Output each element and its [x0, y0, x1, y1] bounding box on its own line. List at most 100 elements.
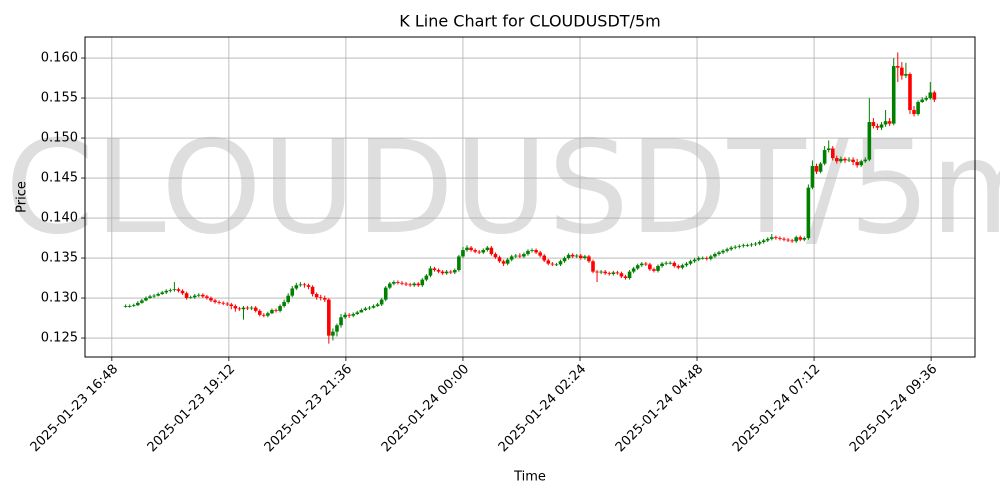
candle-body — [652, 269, 656, 271]
candle-body — [249, 307, 254, 309]
y-tick-label: 0.155 — [41, 91, 78, 106]
candle-body — [574, 255, 579, 257]
candle-body — [863, 159, 868, 162]
candle-body — [668, 262, 673, 264]
candle-body — [745, 245, 750, 247]
candle-body — [904, 74, 908, 76]
candle-body — [672, 262, 677, 267]
candle-body — [822, 150, 827, 164]
candle-body — [631, 268, 636, 272]
candle-body — [282, 302, 286, 307]
candle-body — [725, 249, 729, 251]
candle-body — [664, 262, 668, 264]
candle-body — [257, 310, 262, 315]
y-tick-label: 0.160 — [41, 51, 78, 66]
candle-body — [331, 331, 335, 336]
candle-body — [611, 272, 616, 275]
candle-body — [623, 276, 628, 279]
candle-body — [270, 310, 274, 314]
candle-body — [209, 298, 213, 301]
candle-body — [335, 325, 339, 332]
candle-body — [826, 148, 831, 151]
candle-body — [749, 244, 754, 246]
candle-body — [855, 162, 859, 166]
candle-body — [891, 66, 896, 124]
candle-body — [522, 254, 526, 257]
candle-body — [505, 259, 510, 264]
candle-body — [359, 310, 364, 313]
candle-body — [578, 255, 583, 259]
candle-body — [583, 256, 587, 259]
candle-body — [526, 250, 530, 255]
candle-body — [400, 282, 404, 284]
candle-body — [196, 294, 201, 296]
candle-body — [123, 306, 128, 307]
candle-body — [867, 122, 872, 160]
candle-body — [278, 306, 282, 311]
candle-body — [847, 159, 851, 161]
candle-body — [412, 283, 416, 286]
candle-body — [887, 121, 892, 124]
candle-body — [639, 263, 644, 266]
candle-body — [660, 263, 664, 267]
candle-body — [704, 258, 709, 259]
candle-body — [603, 271, 607, 274]
candle-body — [774, 237, 778, 239]
candle-body — [314, 294, 319, 298]
candle-body — [375, 304, 380, 307]
candle-body — [810, 166, 815, 188]
candle-body — [709, 256, 713, 259]
candle-body — [485, 247, 490, 251]
candle-body — [448, 271, 453, 273]
candle-body — [839, 158, 843, 162]
candle-body — [778, 238, 782, 239]
candle-body — [558, 261, 563, 265]
candle-body — [688, 261, 693, 264]
candle-body — [830, 148, 835, 159]
candle-body — [144, 298, 148, 301]
candle-body — [570, 254, 575, 257]
candle-body — [509, 256, 514, 260]
candle-body — [298, 284, 303, 286]
candle-body — [737, 246, 742, 247]
candle-body — [741, 245, 746, 247]
candle-body — [327, 299, 331, 336]
candle-body — [140, 300, 144, 303]
candle-body — [404, 283, 408, 285]
candle-body — [266, 313, 270, 316]
y-axis-label: Price — [15, 181, 30, 213]
watermark: CLOUDUSDT/5m — [5, 114, 1000, 263]
candle-body — [184, 293, 189, 299]
candle-body — [607, 273, 612, 275]
candle-body — [680, 265, 685, 268]
candle-body — [814, 166, 819, 172]
candle-body — [148, 296, 152, 299]
candle-body — [286, 295, 290, 303]
candle-body — [875, 126, 880, 128]
candle-body — [453, 270, 457, 273]
candle-body — [912, 110, 916, 115]
candle-body — [168, 290, 173, 291]
candle-body — [205, 296, 209, 299]
candle-body — [798, 237, 803, 240]
candle-body — [465, 247, 469, 251]
candle-body — [908, 74, 912, 111]
candle-body — [615, 272, 620, 274]
candle-body — [534, 250, 538, 253]
candle-body — [274, 310, 278, 311]
candle-body — [363, 308, 368, 311]
candle-body — [635, 265, 640, 269]
candle-body — [424, 275, 429, 280]
candle-body — [806, 187, 811, 239]
candle-body — [497, 257, 502, 262]
candle-body — [461, 250, 465, 257]
candle-body — [794, 237, 798, 242]
candle-body — [180, 290, 185, 294]
candle-body — [932, 92, 937, 100]
candle-body — [733, 246, 738, 248]
candle-body — [322, 298, 327, 300]
candle-body — [684, 263, 689, 266]
candle-body — [152, 295, 156, 297]
candle-body — [294, 285, 299, 289]
